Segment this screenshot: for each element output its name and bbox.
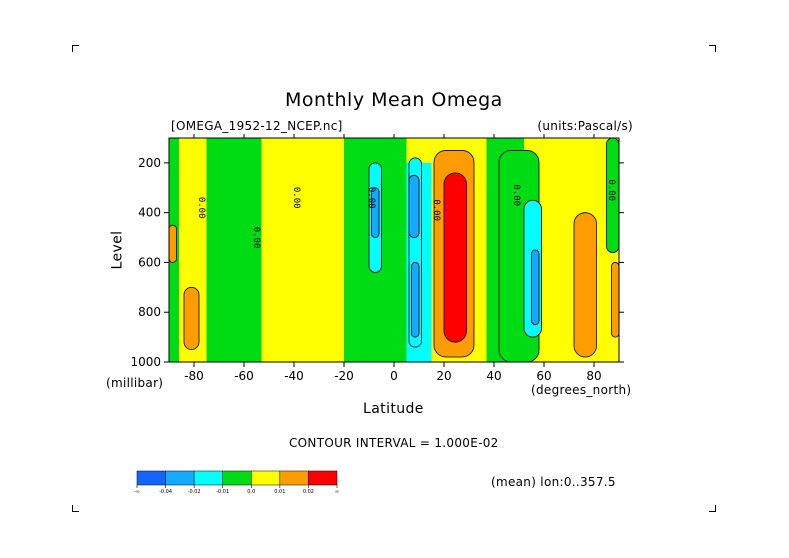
y-tick-label: 800: [138, 305, 161, 319]
contour-cell: [573, 212, 597, 358]
contour-label: 0.00: [366, 187, 376, 209]
field-band: [261, 138, 344, 362]
colorbar-swatch: [222, 470, 252, 486]
colorbar-label: 0.02: [303, 489, 314, 495]
subset-label: (mean) lon:0..357.5: [491, 475, 616, 489]
contour-cell: [168, 224, 177, 263]
x-tick-label: 40: [486, 369, 501, 383]
y-tick-label: 600: [138, 255, 161, 269]
x-tick-label: 60: [536, 369, 551, 383]
y-tick-label: 1000: [130, 355, 161, 369]
contour-cell: [371, 187, 380, 238]
x-tick-label: 80: [586, 369, 601, 383]
contour-cell: [411, 262, 420, 338]
y-axis-title: Level: [109, 230, 126, 270]
units-label: (units:Pascal/s): [537, 119, 633, 133]
field-band: [206, 138, 262, 362]
contour-label: 0.00: [431, 199, 441, 221]
colorbar-swatch: [165, 470, 195, 486]
contour-interval-label: CONTOUR INTERVAL = 1.000E-02: [289, 436, 499, 450]
contour-cell: [443, 172, 467, 343]
colorbar-label: -∞: [134, 489, 140, 495]
colorbar-swatch: [193, 470, 223, 486]
contour-label: 0.00: [196, 197, 206, 219]
colorbar-label: -0.01: [216, 489, 229, 495]
colorbar-swatch: [308, 470, 338, 486]
colorbar-label: 0.0: [247, 489, 255, 495]
x-tick-label: 20: [436, 369, 451, 383]
colorbar-label: -0.02: [188, 489, 201, 495]
y-units-label: (millibar): [106, 376, 164, 390]
file-label: [OMEGA_1952-12_NCEP.nc]: [171, 119, 343, 133]
x-tick-label: -40: [284, 369, 304, 383]
y-tick-label: 400: [138, 206, 161, 220]
x-tick-label: -80: [184, 369, 204, 383]
y-tick-label: 200: [138, 156, 161, 170]
crop-mark-bottom-right: [709, 505, 716, 512]
chart-title: Monthly Mean Omega: [285, 89, 503, 111]
colorbar-swatch: [251, 470, 281, 486]
colorbar-swatch: [279, 470, 309, 486]
colorbar-swatch: [136, 470, 166, 486]
x-tick-label: -60: [234, 369, 254, 383]
contour-cell: [408, 174, 420, 238]
x-tick-label: -20: [334, 369, 354, 383]
x-units-label: (degrees_north): [531, 383, 632, 397]
crop-mark-bottom-left: [72, 505, 79, 512]
contour-label: 0.00: [291, 187, 301, 209]
crop-mark-top-right: [709, 45, 716, 52]
colorbar-label: -0.04: [159, 489, 172, 495]
contour-cell: [531, 249, 540, 326]
contour-label: 0.00: [606, 179, 616, 201]
contour-cell: [611, 262, 620, 338]
colorbar-label: ∞: [335, 489, 339, 495]
contour-cell: [183, 286, 200, 350]
x-tick-label: 0: [390, 369, 398, 383]
contour-label: 0.00: [511, 184, 521, 206]
x-axis-title: Latitude: [363, 401, 424, 417]
colorbar-label: 0.01: [274, 489, 285, 495]
crop-mark-top-left: [72, 45, 79, 52]
contour-label: 0.00: [251, 227, 261, 249]
